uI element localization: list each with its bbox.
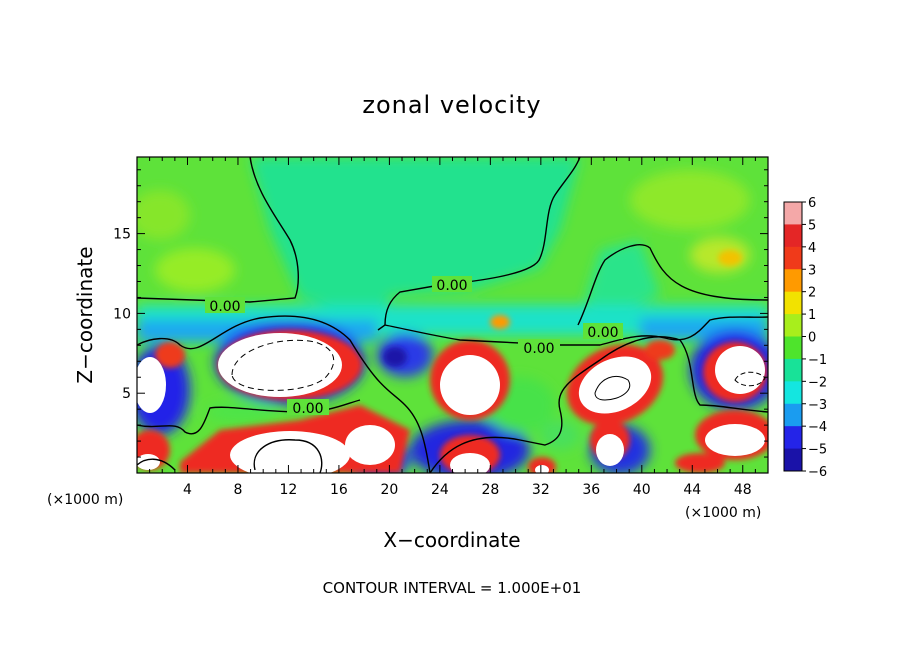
- x-unit-right: (×1000 m): [685, 505, 761, 521]
- colorbar-swatch: [784, 224, 802, 248]
- colorbar-label: 1: [808, 308, 816, 323]
- x-tick-label: 8: [233, 482, 242, 498]
- colorbar-swatch: [784, 403, 802, 427]
- y-tick-label: 10: [113, 306, 131, 322]
- x-axis-ticks: 4 8 12 16 20 24 28 32 36 40 44 48: [149, 157, 756, 498]
- colorbar-label: 4: [808, 241, 816, 256]
- x-tick-label: 48: [734, 482, 752, 498]
- x-tick-label: 12: [280, 482, 298, 498]
- colorbar-label: 3: [808, 263, 816, 278]
- y-tick-label: 5: [122, 386, 131, 402]
- y-axis-ticks: 5 10 15: [113, 169, 768, 458]
- colorbar-swatch: [784, 314, 802, 337]
- x-tick-label: 28: [481, 482, 499, 498]
- colorbar-swatch: [784, 269, 802, 293]
- x-tick-label: 20: [380, 482, 398, 498]
- x-tick-label: 32: [532, 482, 550, 498]
- contour-label: 0.00: [436, 278, 467, 294]
- y-tick-label: 15: [113, 227, 131, 243]
- x-tick-label: 16: [330, 482, 348, 498]
- x-unit-left: (×1000 m): [47, 492, 123, 508]
- colorbar: 6 5 4 3 2 1 0 −1 −2 −3 −4 −5 −6: [783, 196, 827, 480]
- colorbar-swatch: [784, 336, 802, 360]
- colorbar-label: −4: [808, 420, 827, 435]
- x-axis-label: X−coordinate: [383, 528, 520, 552]
- y-axis-label: Z−coordinate: [73, 246, 97, 383]
- contour-label: 0.00: [587, 325, 618, 341]
- contour-label: 0.00: [209, 299, 240, 315]
- x-tick-label: 44: [683, 482, 701, 498]
- colorbar-swatch: [784, 426, 802, 450]
- colorbar-label: 5: [808, 218, 816, 233]
- colorbar-label: 0: [808, 331, 816, 346]
- colorbar-label: 2: [808, 286, 816, 301]
- colorbar-label: −2: [808, 375, 827, 390]
- colorbar-swatch: [784, 291, 802, 315]
- x-tick-label: 36: [582, 482, 600, 498]
- contour-label-backgrounds: [205, 276, 623, 415]
- contour-label: 0.00: [292, 401, 323, 417]
- x-tick-label: 40: [633, 482, 651, 498]
- colorbar-label: −5: [808, 443, 827, 458]
- colorbar-swatch: [784, 358, 802, 382]
- colorbar-label: 6: [808, 196, 816, 211]
- contour-interval-footer: CONTOUR INTERVAL = 1.000E+01: [323, 579, 582, 597]
- colorbar-label: −1: [808, 353, 827, 368]
- colorbar-label: −6: [808, 465, 827, 480]
- colorbar-swatch: [784, 202, 802, 225]
- out-of-range-cores: [137, 333, 765, 473]
- x-tick-label: 24: [431, 482, 449, 498]
- contour-label: 0.00: [523, 341, 554, 357]
- colorbar-swatch: [784, 448, 802, 472]
- colorbar-swatch: [784, 381, 802, 405]
- x-tick-label: 4: [183, 482, 192, 498]
- heatmap-field: [137, 157, 768, 473]
- colorbar-swatch: [784, 246, 802, 270]
- colorbar-label: −3: [808, 398, 827, 413]
- chart-title: zonal velocity: [362, 91, 541, 119]
